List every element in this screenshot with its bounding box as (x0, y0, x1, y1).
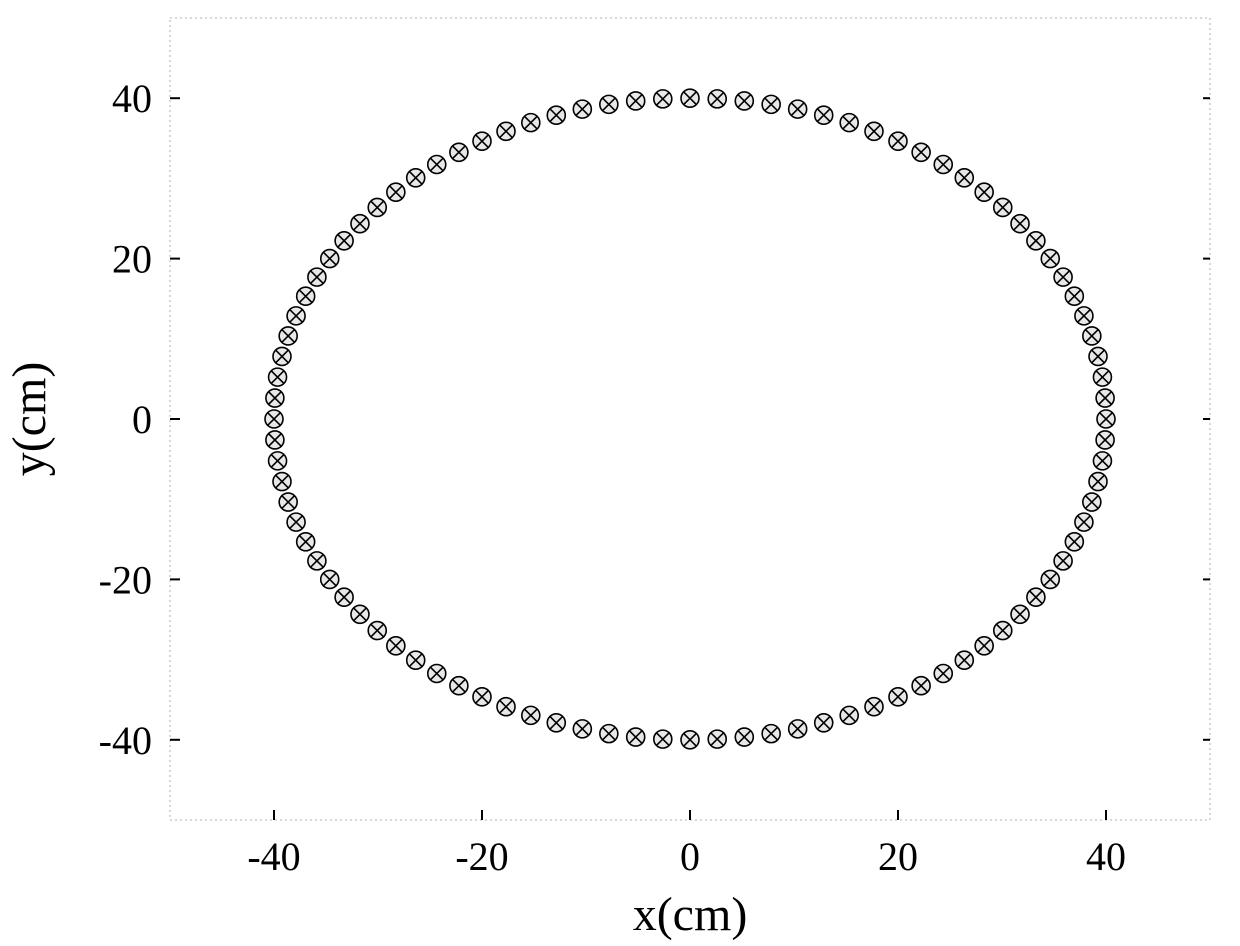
chart-svg: -40 -20 0 20 40 -40 -20 0 20 40 x(cm) y(cm) (0, 0, 1240, 946)
y-tick-label: -40 (99, 718, 152, 763)
x-tick-label: 40 (1086, 834, 1126, 879)
x-tick-label: -20 (455, 834, 508, 879)
y-tick-label: 40 (112, 76, 152, 121)
x-axis-label: x(cm) (633, 888, 748, 941)
y-tick-label: -20 (99, 557, 152, 602)
scatter-chart: -40 -20 0 20 40 -40 -20 0 20 40 x(cm) y(cm) (0, 0, 1240, 946)
y-axis-label: y(cm) (3, 362, 56, 477)
x-tick-label: 20 (878, 834, 918, 879)
chart-background (0, 0, 1240, 946)
x-tick-label: 0 (680, 834, 700, 879)
x-tick-label: -40 (247, 834, 300, 879)
y-tick-label: 0 (132, 397, 152, 442)
y-tick-label: 20 (112, 237, 152, 282)
